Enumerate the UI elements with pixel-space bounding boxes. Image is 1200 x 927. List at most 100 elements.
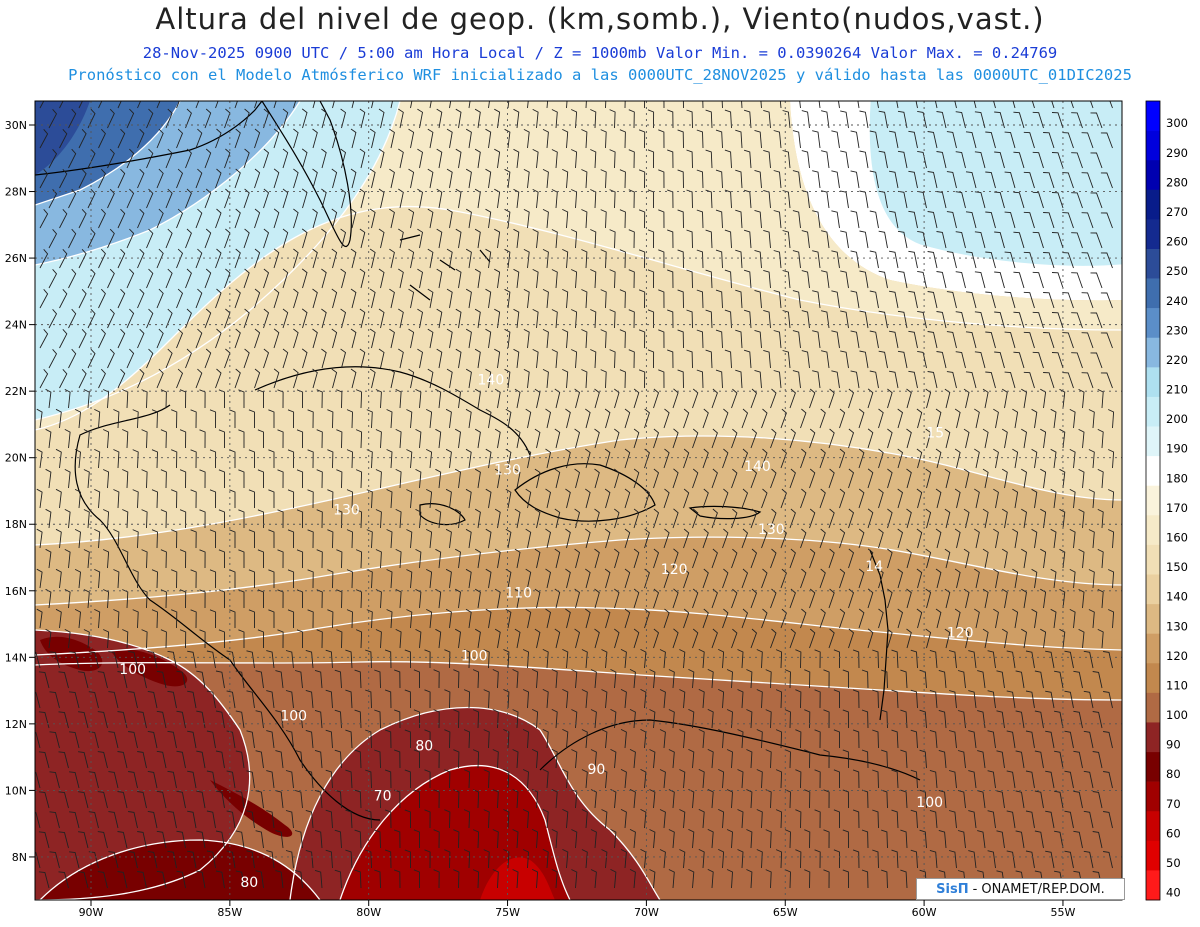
colorbar-label: 260 xyxy=(1166,235,1188,249)
lon-label: 75W xyxy=(495,906,520,919)
contour-label: 100 xyxy=(461,649,488,665)
colorbar-cell xyxy=(1146,396,1160,427)
contour-label: 100 xyxy=(916,795,943,811)
colorbar-cell xyxy=(1146,692,1160,723)
colorbar-label: 100 xyxy=(1166,708,1188,722)
contour-value-labels: 140 130 130 140 15 130 120 110 14 120 100 100 100 80 9… xyxy=(119,373,973,891)
axis-ticks xyxy=(29,124,1064,906)
lat-label: 14N xyxy=(5,651,27,664)
colorbar-label: 80 xyxy=(1166,767,1181,781)
colorbar-label: 290 xyxy=(1166,146,1188,160)
colorbar-label: 140 xyxy=(1166,590,1188,604)
colorbar-label: 40 xyxy=(1166,886,1181,900)
lat-label: 26N xyxy=(5,252,27,265)
colorbar-cell xyxy=(1146,219,1160,250)
contour-label: 130 xyxy=(333,502,360,518)
contour-label: 80 xyxy=(240,875,258,891)
contour-lines xyxy=(35,101,1122,900)
lon-label: 55W xyxy=(1051,906,1076,919)
colorbar-label: 60 xyxy=(1166,826,1181,840)
lon-label: 70W xyxy=(634,906,659,919)
colorbar-label: 130 xyxy=(1166,619,1188,633)
colorbar-label: 170 xyxy=(1166,501,1188,515)
colorbar-cell xyxy=(1146,752,1160,782)
lon-label: 60W xyxy=(912,906,937,919)
colorbar-label: 210 xyxy=(1166,383,1188,397)
plot-frame xyxy=(34,100,1123,901)
lon-label: 80W xyxy=(356,906,381,919)
contour-label: 120 xyxy=(661,562,688,578)
colorbar: 300 290 280 270 260 250 240 230 220 210 200 190 180 1… xyxy=(1145,100,1188,901)
colorbar-cell xyxy=(1146,515,1160,546)
lon-label: 65W xyxy=(773,906,798,919)
lat-label: 8N xyxy=(12,851,27,864)
colorbar-label: 230 xyxy=(1166,323,1188,337)
colorbar-label: 120 xyxy=(1166,649,1188,663)
colorbar-cell xyxy=(1146,722,1160,753)
lon-label: 85W xyxy=(217,906,242,919)
colorbar-label: 220 xyxy=(1166,353,1188,367)
wind-barbs xyxy=(35,101,1115,889)
model-info-subtitle: Pronóstico con el Modelo Atmósferico WRF… xyxy=(68,66,1132,84)
colorbar-cell xyxy=(1146,189,1160,220)
colorbar-cell xyxy=(1146,781,1160,812)
colorbar-cell xyxy=(1146,160,1160,191)
credit-box: SisΠ - ONAMET/REP.DOM. xyxy=(916,878,1125,900)
lat-label: 16N xyxy=(5,585,27,598)
map-title: Altura del nivel de geop. (km,somb.), Vi… xyxy=(155,2,1045,36)
lat-label: 12N xyxy=(5,718,27,731)
forecast-time-subtitle: 28-Nov-2025 0900 UTC / 5:00 am Hora Loca… xyxy=(142,44,1058,62)
colorbar-cell xyxy=(1146,130,1160,161)
contour-label: 100 xyxy=(280,709,307,725)
colorbar-cell xyxy=(1146,633,1160,664)
contour-label: 140 xyxy=(478,373,505,389)
contour-label: 130 xyxy=(494,462,521,478)
lat-label: 18N xyxy=(5,518,27,531)
lat-label: 28N xyxy=(5,186,27,199)
colorbar-cell xyxy=(1146,101,1160,131)
colorbar-cell xyxy=(1146,278,1160,309)
credit-brand: SisΠ xyxy=(936,881,969,897)
colorbar-label: 110 xyxy=(1166,678,1188,692)
colorbar-label: 50 xyxy=(1166,856,1181,870)
coastlines xyxy=(35,101,921,821)
colorbar-label: 180 xyxy=(1166,471,1188,485)
colorbar-label: 270 xyxy=(1166,205,1188,219)
contour-label: 130 xyxy=(758,522,785,538)
colorbar-cell xyxy=(1146,337,1160,368)
credit-text: - ONAMET/REP.DOM. xyxy=(972,881,1105,897)
colorbar-label: 90 xyxy=(1166,738,1181,752)
contour-label: 90 xyxy=(587,762,605,778)
colorbar-cell xyxy=(1146,456,1160,487)
lon-label: 90W xyxy=(79,906,104,919)
contour-label: 120 xyxy=(947,625,974,641)
lat-label: 20N xyxy=(5,452,27,465)
lat-label: 22N xyxy=(5,385,27,398)
colorbar-label: 300 xyxy=(1166,116,1188,130)
colorbar-cell xyxy=(1146,574,1160,605)
colorbar-cell xyxy=(1146,485,1160,516)
field-shading xyxy=(35,101,1122,900)
contour-label: 100 xyxy=(119,662,146,678)
contour-label: 110 xyxy=(505,585,532,601)
colorbar-cell xyxy=(1146,870,1160,901)
colorbar-label: 250 xyxy=(1166,264,1188,278)
contour-label: 15 xyxy=(926,426,944,442)
colorbar-label: 240 xyxy=(1166,294,1188,308)
colorbar-label: 280 xyxy=(1166,175,1188,189)
contour-label: 140 xyxy=(744,459,771,475)
lat-label: 10N xyxy=(5,784,27,797)
contour-label: 14 xyxy=(865,559,883,575)
colorbar-label: 190 xyxy=(1166,442,1188,456)
colorbar-label: 200 xyxy=(1166,412,1188,426)
colorbar-cell xyxy=(1146,840,1160,871)
lat-axis-labels: 30N 28N 26N 24N 22N 20N 18N 16N 14N 12N 10N 8N xyxy=(5,119,27,864)
lat-label: 24N xyxy=(5,319,27,332)
colorbar-cell xyxy=(1146,367,1160,398)
colorbar-label: 70 xyxy=(1166,797,1181,811)
lon-axis-labels: 90W 85W 80W 75W 70W 65W 60W 55W xyxy=(79,906,1076,919)
colorbar-cell xyxy=(1146,308,1160,339)
contour-label: 80 xyxy=(415,738,433,754)
colorbar-cell xyxy=(1146,604,1160,634)
